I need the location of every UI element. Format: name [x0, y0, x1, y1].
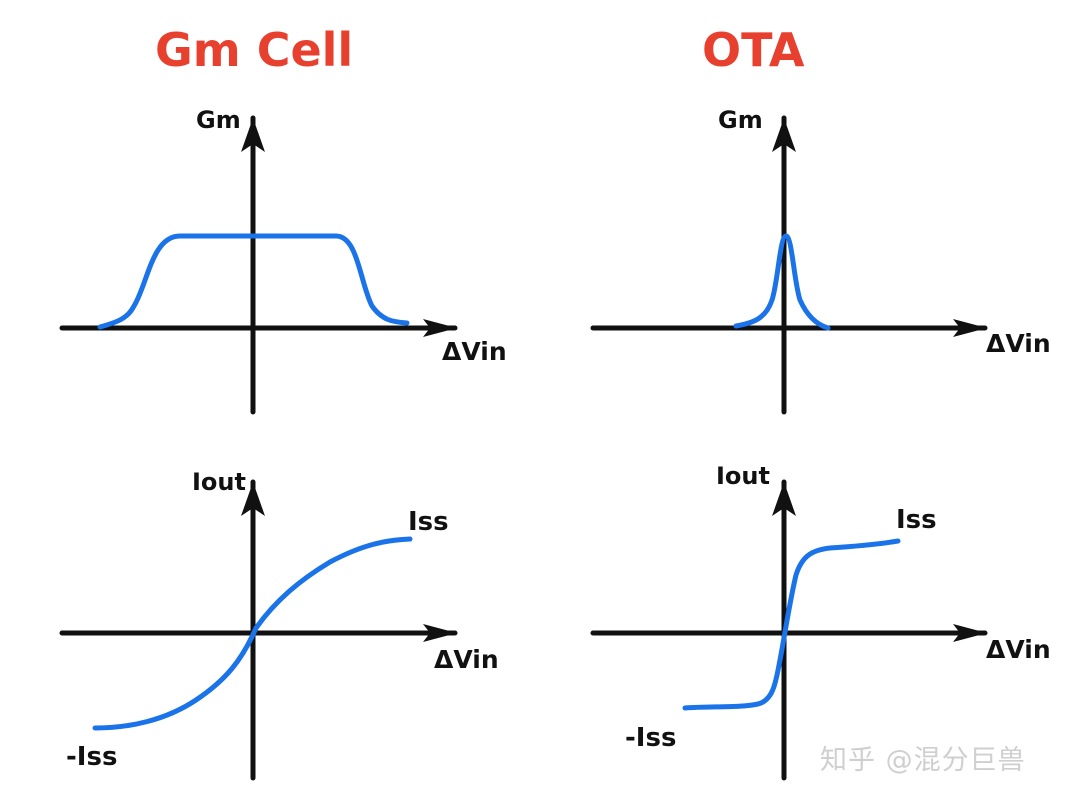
gm-cell-iout-y-arrowhead — [241, 482, 265, 516]
gm-cell-title: Gm Cell — [155, 23, 353, 77]
ota-iout-y-arrowhead — [772, 482, 796, 516]
gm-cell-iss-label: Iss — [408, 507, 449, 537]
ota-gm-y-arrowhead — [772, 118, 796, 152]
gm-cell-gm-plot: Gm ΔVin — [59, 106, 507, 415]
ota-gm-curve — [733, 233, 831, 331]
ota-gm-plot: Gm ΔVin — [590, 106, 1051, 415]
ota-iout-plot: Iout ΔVin Iss -Iss — [590, 462, 1051, 781]
ota-title: OTA — [702, 23, 805, 77]
ota-iout-dvin-label: ΔVin — [986, 635, 1051, 664]
watermark-text: 知乎 @混分巨兽 — [820, 745, 1026, 776]
ota-iout-axis-label: Iout — [716, 462, 770, 490]
ota-iss-label: Iss — [896, 505, 937, 535]
ota-gm-axis-label: Gm — [718, 106, 763, 134]
gm-cell-iout-axis-label: Iout — [192, 468, 246, 496]
gm-cell-gm-axis-label: Gm — [196, 106, 241, 134]
gm-cell-iout-curve — [92, 536, 413, 731]
ota-neg-iss-label: -Iss — [625, 723, 676, 753]
ota-gm-dvin-label: ΔVin — [986, 329, 1051, 358]
gm-cell-gm-y-arrowhead — [241, 118, 265, 152]
gm-cell-iout-plot: Iout ΔVin Iss -Iss — [59, 468, 499, 781]
gm-cell-neg-iss-label: -Iss — [66, 742, 117, 772]
gm-cell-gm-dvin-label: ΔVin — [442, 337, 507, 366]
gm-cell-gm-curve — [97, 233, 410, 330]
gm-cell-iout-dvin-label: ΔVin — [434, 645, 499, 674]
ota-iout-curve — [682, 538, 901, 711]
